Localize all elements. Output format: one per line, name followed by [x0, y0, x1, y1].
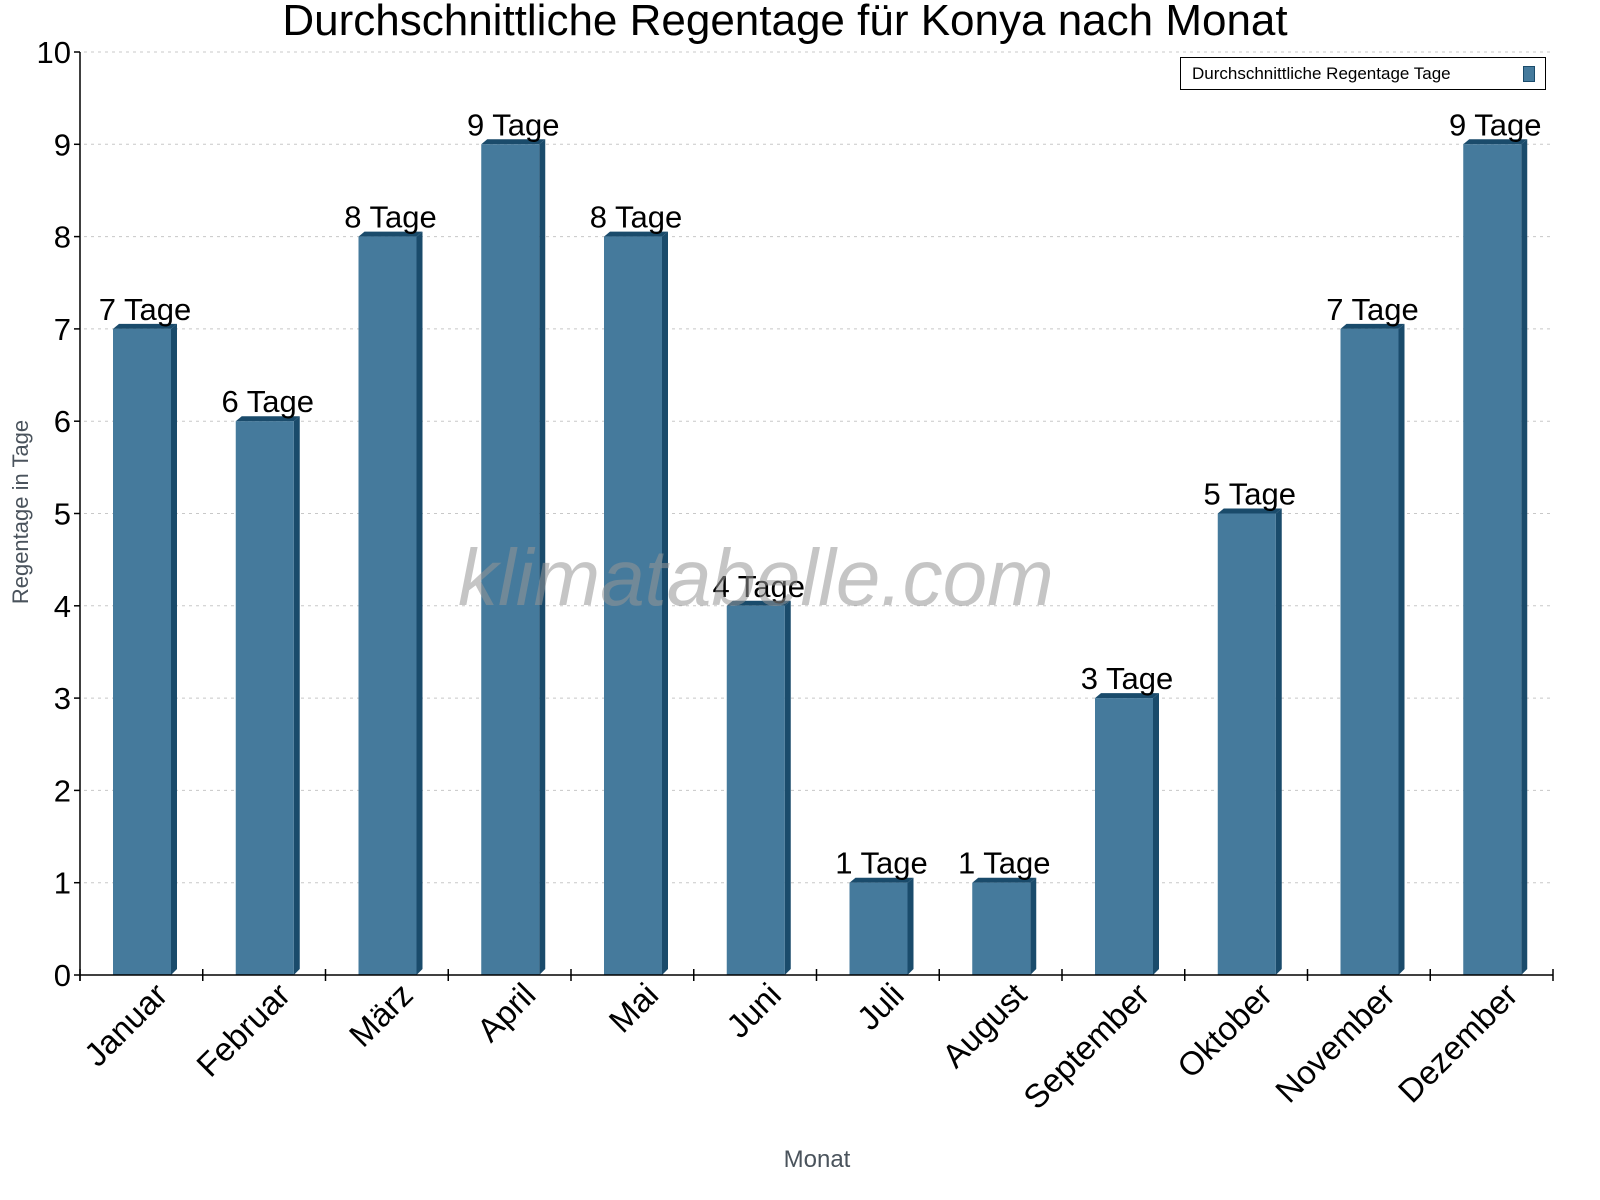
- data-labels: 7 Tage 6 Tage 8 Tage 9 Tage 8 Tage 4 Tage 1 Ta…: [99, 107, 1542, 880]
- bar-april: [481, 139, 546, 976]
- data-label: 6 Tage: [221, 384, 314, 419]
- x-tick-label: Juli: [850, 976, 911, 1037]
- bars: [113, 139, 1528, 976]
- x-axis-title: Monat: [783, 1146, 851, 1173]
- axes: [79, 52, 1553, 981]
- bar-februar: [235, 416, 300, 975]
- x-tick-label: Februar: [189, 976, 297, 1084]
- bar-märz: [358, 231, 423, 976]
- bar-dezember: [1463, 139, 1528, 976]
- y-tick-label: 6: [54, 404, 71, 439]
- x-tick-label: November: [1268, 976, 1402, 1110]
- data-label: 5 Tage: [1203, 477, 1296, 512]
- y-tick-label: 8: [54, 220, 71, 255]
- bar-september: [1095, 693, 1159, 975]
- y-tick-label: 0: [54, 958, 71, 993]
- x-tick-label: August: [935, 976, 1034, 1075]
- grid-lines: [84, 51, 1553, 884]
- bar-oktober: [1217, 508, 1282, 975]
- bar-juli: [849, 877, 914, 975]
- y-tick-label: 9: [54, 127, 71, 162]
- y-tick-label: 10: [37, 35, 71, 70]
- data-label: 7 Tage: [1326, 292, 1419, 327]
- bar-august: [972, 877, 1037, 975]
- y-axis-title: Regentage in Tage: [8, 419, 33, 605]
- x-tick-label: Mai: [602, 976, 666, 1040]
- y-axis-ticks: 0 1 2 3 4 5 6 7 8 9 10: [37, 35, 80, 993]
- data-label: 8 Tage: [590, 200, 683, 235]
- bar-juni: [726, 600, 791, 975]
- data-label: 9 Tage: [467, 107, 560, 142]
- x-tick-label: April: [470, 976, 543, 1049]
- y-tick-label: 2: [54, 773, 71, 808]
- x-tick-label: September: [1016, 976, 1156, 1116]
- legend-label: Durchschnittliche Regentage Tage: [1192, 64, 1451, 83]
- data-label: 3 Tage: [1081, 661, 1174, 696]
- y-tick-label: 5: [54, 497, 71, 532]
- data-label: 1 Tage: [958, 846, 1051, 881]
- data-label: 8 Tage: [344, 200, 437, 235]
- bar-januar: [113, 323, 177, 975]
- y-tick-label: 1: [54, 866, 71, 901]
- chart-title: Durchschnittliche Regentage für Konya na…: [282, 0, 1288, 45]
- data-label: 9 Tage: [1449, 107, 1542, 142]
- x-tick-label: Juni: [719, 976, 788, 1045]
- x-tick-label: März: [342, 976, 420, 1054]
- y-tick-label: 7: [54, 312, 71, 347]
- x-tick-label: Oktober: [1170, 976, 1279, 1085]
- data-label: 4 Tage: [712, 569, 805, 604]
- bar-mai: [604, 231, 668, 976]
- y-tick-label: 3: [54, 681, 71, 716]
- x-tick-label: Januar: [77, 976, 175, 1074]
- legend-swatch-icon: [1523, 66, 1535, 82]
- data-label: 1 Tage: [835, 846, 928, 881]
- x-axis-ticks: Januar Februar März April Mai Juni Juli AugustS…: [77, 969, 1554, 1116]
- data-label: 7 Tage: [99, 292, 192, 327]
- y-tick-label: 4: [54, 589, 71, 624]
- x-tick-label: Dezember: [1391, 976, 1525, 1110]
- legend: Durchschnittliche Regentage Tage: [1180, 57, 1546, 90]
- bar-november: [1340, 323, 1405, 975]
